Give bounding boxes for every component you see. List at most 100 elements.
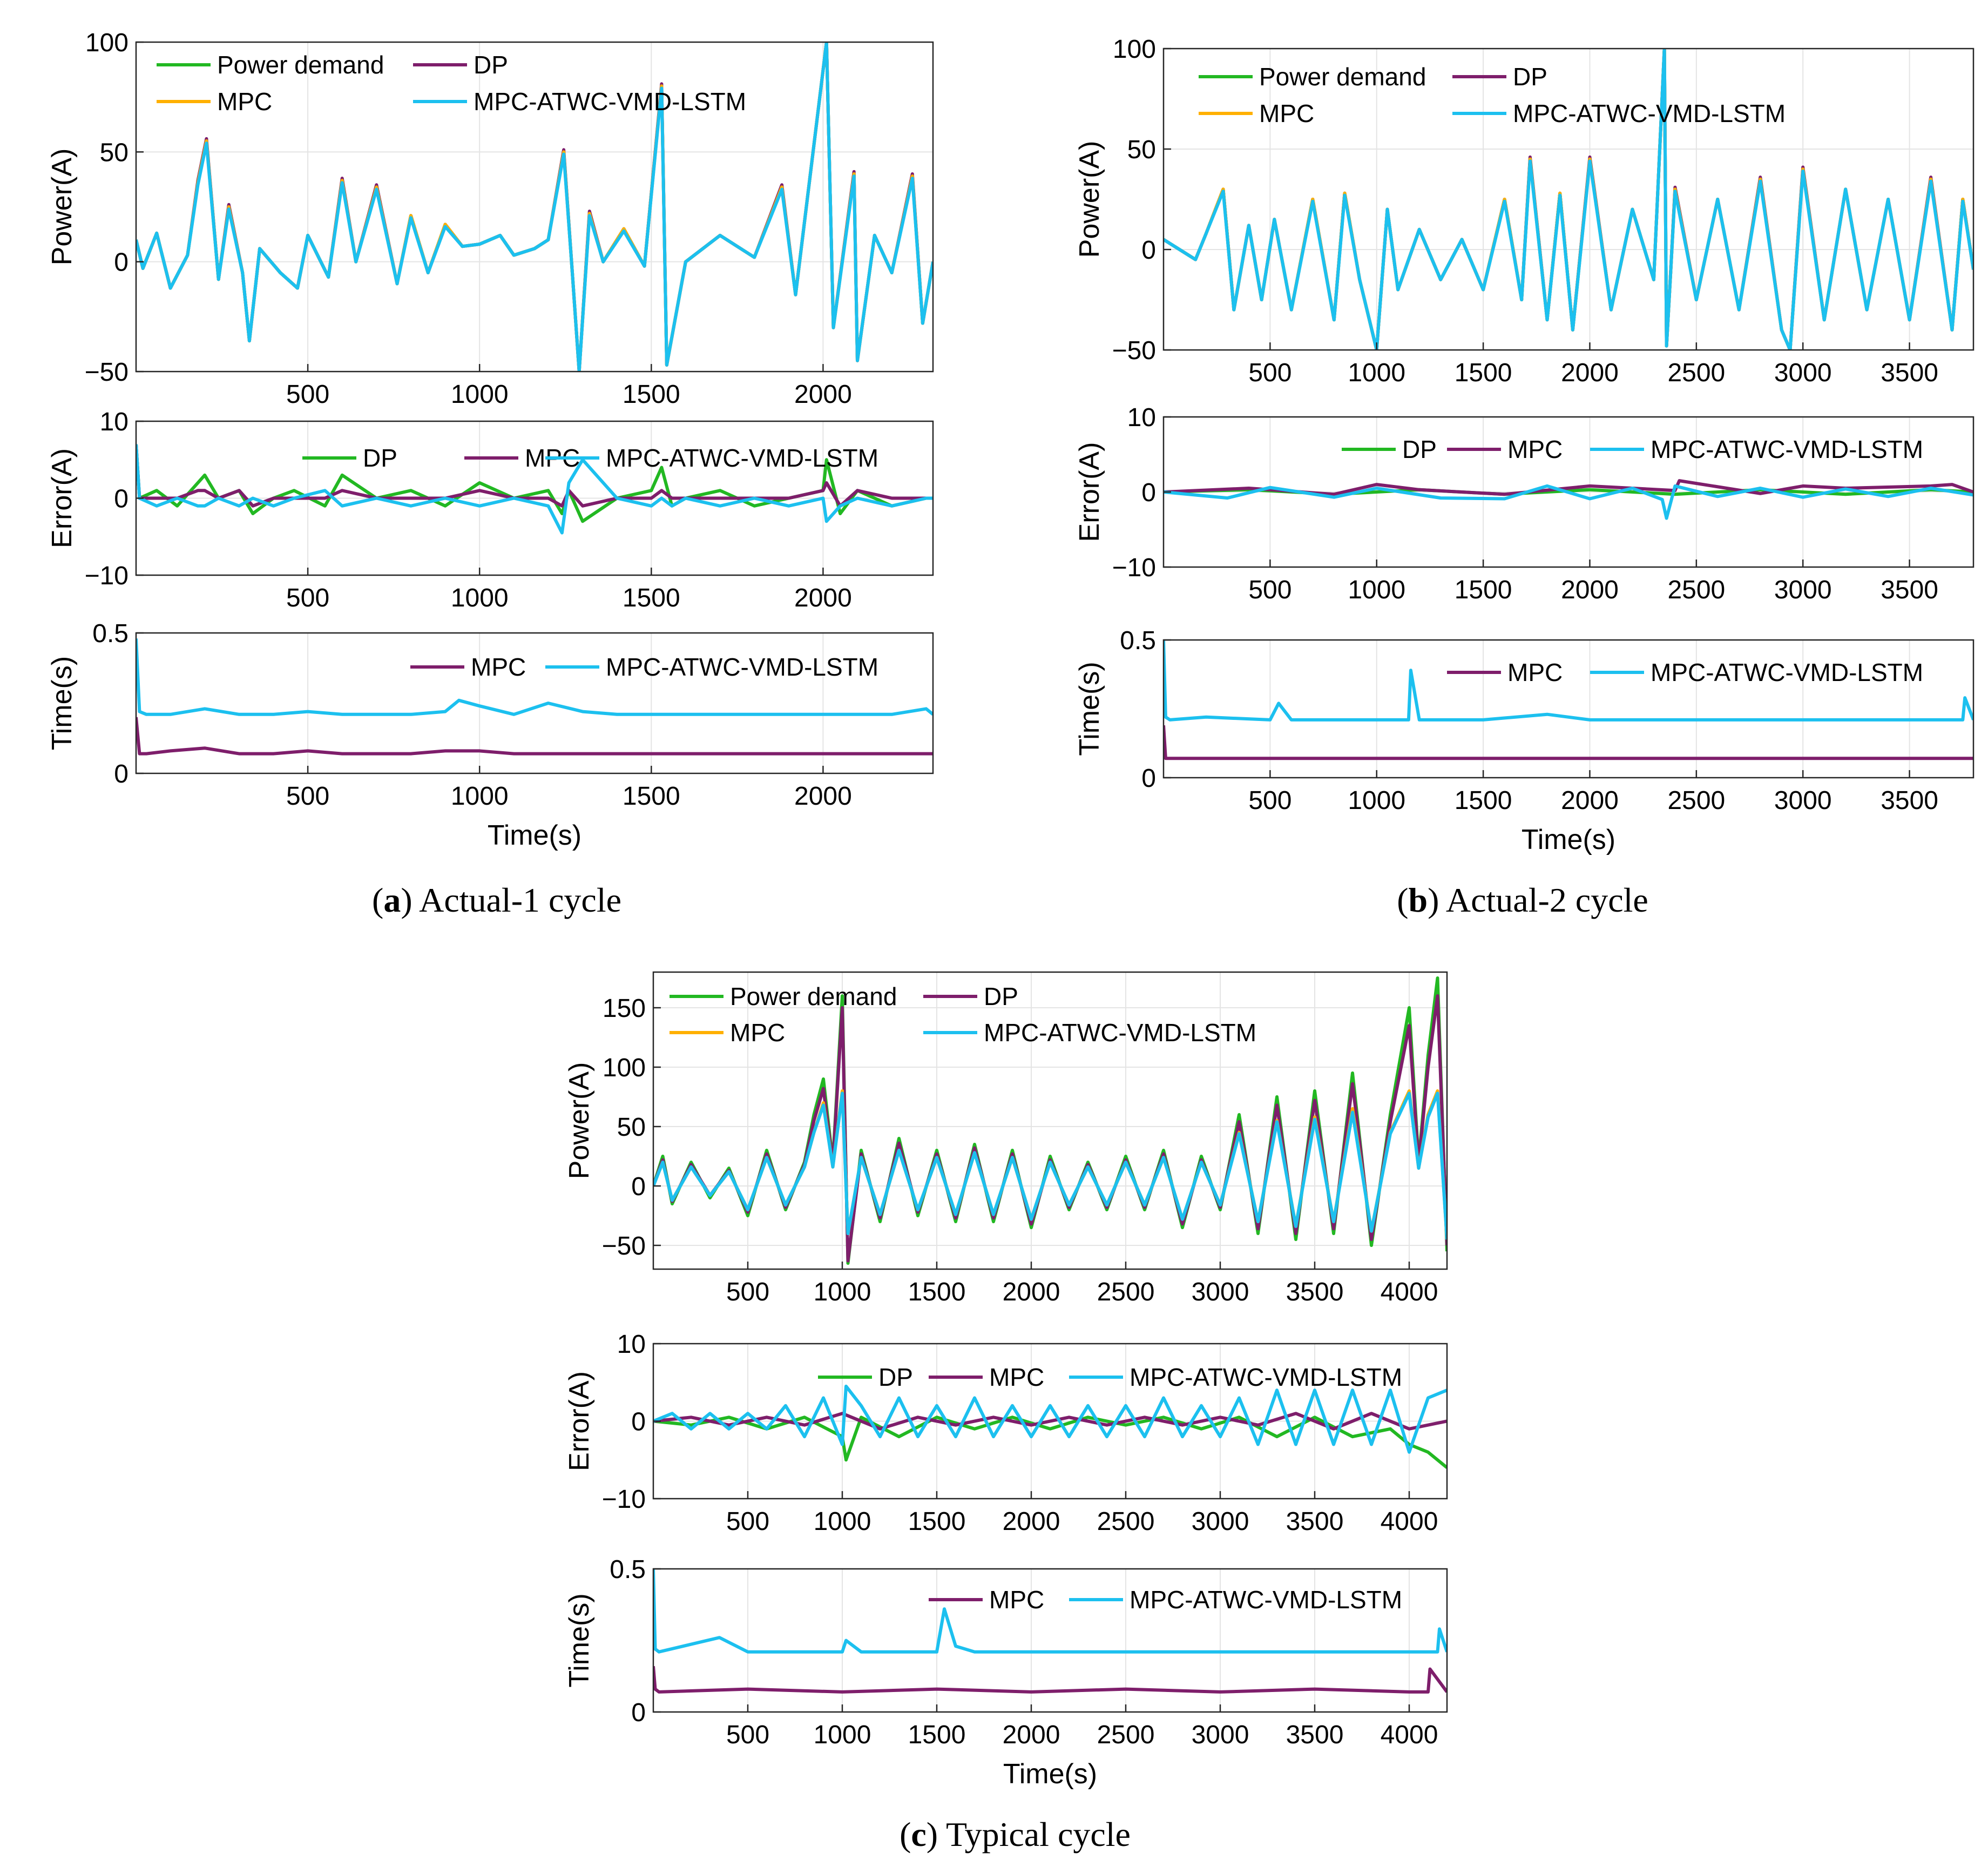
legend-label-power-demand: Power demand (1259, 63, 1426, 91)
chart-c-error: 500 1000 1500 2000 2500 3000 3500 4000 −10 0 10 Err… (564, 1330, 1448, 1536)
legend: MPC MPC-ATWC-VMD-LSTM (929, 1586, 1402, 1614)
y-axis-label: Power(A) (46, 149, 78, 266)
x-tick-label: 1000 (1348, 786, 1405, 815)
legend: DP MPC MPC-ATWC-VMD-LSTM (1342, 435, 1923, 463)
x-tick-label: 1500 (1455, 359, 1512, 387)
chart-c-time: 500 1000 1500 2000 2500 3000 3500 4000 0 0.5 Time(… (564, 1555, 1448, 1790)
x-tick-label: 500 (1248, 786, 1291, 815)
x-tick-label: 3500 (1286, 1507, 1344, 1536)
caption-a-text: Actual-1 cycle (419, 881, 621, 919)
x-tick-label: 500 (1248, 576, 1291, 604)
plot-area (1164, 49, 1973, 350)
x-tick-label: 500 (286, 380, 329, 409)
x-tick-label: 2500 (1667, 576, 1725, 604)
x-tick-label: 1000 (1348, 576, 1405, 604)
series-line-mpc (653, 1412, 1447, 1431)
legend-label-dp: DP (363, 444, 397, 472)
y-tick-label: 0 (631, 1698, 646, 1727)
series-line-dp (653, 994, 1447, 1263)
x-tick-label: 4000 (1381, 1721, 1438, 1749)
y-tick-label: 0 (1141, 236, 1156, 265)
series-line-mpc-atwc-vmd-lstm (1164, 484, 1973, 520)
x-tick-label: 1000 (451, 782, 509, 811)
series-group (1164, 640, 1973, 760)
series-line-mpc (653, 1666, 1447, 1694)
y-tick-label: 0 (114, 248, 129, 277)
legend-label-mpc-atwc-vmd-lstm: MPC-ATWC-VMD-LSTM (984, 1019, 1256, 1047)
y-tick-label: 0.5 (610, 1555, 646, 1584)
legend-label-dp: DP (1513, 63, 1547, 91)
x-tick-label: 1500 (908, 1278, 966, 1306)
axes-frame (1162, 48, 1975, 351)
caption-b-letter: b (1408, 881, 1428, 919)
legend-label-mpc: MPC (1507, 658, 1563, 686)
x-tick-label: 2500 (1667, 359, 1725, 387)
axes-frame (135, 41, 934, 373)
caption-b-text: Actual-2 cycle (1445, 881, 1648, 919)
y-axis-label: Power(A) (564, 1062, 595, 1179)
y-tick-label: 0 (114, 485, 129, 514)
legend: Power demand DP MPC MPC-ATWC-VMD-LSTM (157, 51, 746, 116)
series-line-mpc (136, 717, 933, 756)
x-tick-label: 1500 (1455, 786, 1512, 815)
x-tick-label: 2000 (1003, 1507, 1060, 1536)
legend-label-dp: DP (878, 1363, 913, 1391)
legend-label-mpc: MPC (989, 1363, 1044, 1391)
series-group (653, 1569, 1447, 1694)
series-group (136, 42, 933, 372)
series-group (1164, 49, 1973, 350)
axes-frame (652, 971, 1448, 1270)
y-tick-label: 50 (100, 138, 129, 167)
chart-c-power: 500 1000 1500 2000 2500 3000 3500 4000 −50 0 50 100… (564, 971, 1448, 1306)
y-tick-label: 50 (617, 1113, 646, 1142)
x-tick-label: 500 (726, 1278, 769, 1306)
axes-frame (1162, 639, 1975, 779)
x-tick-label: 1500 (1455, 576, 1512, 604)
y-tick-label: −10 (602, 1485, 646, 1514)
x-axis-label: Time(s) (1003, 1758, 1097, 1790)
x-tick-label: 2500 (1667, 786, 1725, 815)
series-line-power-demand (653, 976, 1447, 1265)
x-tick-label: 1000 (814, 1721, 871, 1749)
chart-b-error: 500 1000 1500 2000 2500 3000 3500 −10 0 10 Error(A… (1074, 403, 1975, 604)
legend-label-dp: DP (1402, 435, 1437, 463)
legend-label-mpc-atwc-vmd-lstm: MPC-ATWC-VMD-LSTM (1651, 435, 1923, 463)
legend-label-dp: DP (984, 982, 1018, 1010)
chart-a-error: 500 1000 1500 2000 −10 0 10 Error(A) DP MPC MPC-AT… (46, 408, 934, 612)
x-tick-label: 500 (286, 584, 329, 612)
x-tick-label: 2000 (1561, 576, 1619, 604)
legend-label-mpc-atwc-vmd-lstm: MPC-ATWC-VMD-LSTM (1513, 99, 1786, 127)
legend: DP MPC MPC-ATWC-VMD-LSTM (302, 444, 878, 472)
legend: Power demand DP MPC MPC-ATWC-VMD-LSTM (670, 982, 1256, 1047)
y-tick-label: −50 (602, 1232, 646, 1260)
legend-label-mpc-atwc-vmd-lstm: MPC-ATWC-VMD-LSTM (606, 444, 878, 472)
y-tick-label: −50 (1112, 336, 1156, 365)
x-tick-label: 1500 (623, 380, 680, 409)
legend-label-mpc: MPC (730, 1019, 785, 1047)
y-axis-label: Error(A) (1074, 442, 1105, 542)
x-tick-label: 3000 (1192, 1278, 1249, 1306)
x-tick-label: 2500 (1097, 1721, 1155, 1749)
x-tick-label: 2000 (794, 380, 852, 409)
series-line-mpc (1164, 725, 1973, 760)
series-line-mpc-atwc-vmd-lstm (1164, 640, 1973, 722)
chart-b-time: 500 1000 1500 2000 2500 3000 3500 0 0.5 Time(s) Ti… (1074, 626, 1975, 855)
y-tick-label: 150 (603, 994, 646, 1023)
legend-label-power-demand: Power demand (730, 982, 897, 1010)
caption-a-letter: a (383, 881, 401, 919)
caption-a: (a) Actual-1 cycle (372, 881, 621, 919)
legend-label-mpc: MPC (989, 1586, 1044, 1614)
plot-area (1164, 640, 1973, 778)
caption-c: (c) Typical cycle (900, 1815, 1131, 1853)
x-tick-label: 3500 (1881, 359, 1938, 387)
x-tick-label: 1000 (814, 1278, 871, 1306)
y-tick-label: 100 (603, 1054, 646, 1082)
legend: MPC MPC-ATWC-VMD-LSTM (1447, 658, 1923, 686)
y-axis-label: Time(s) (1074, 662, 1105, 756)
y-tick-label: −10 (85, 562, 129, 590)
x-tick-label: 500 (1248, 359, 1291, 387)
x-tick-label: 4000 (1381, 1507, 1438, 1536)
legend-label-mpc-atwc-vmd-lstm: MPC-ATWC-VMD-LSTM (606, 653, 878, 681)
x-tick-label: 3500 (1286, 1278, 1344, 1306)
legend-label-mpc-atwc-vmd-lstm: MPC-ATWC-VMD-LSTM (474, 87, 746, 116)
